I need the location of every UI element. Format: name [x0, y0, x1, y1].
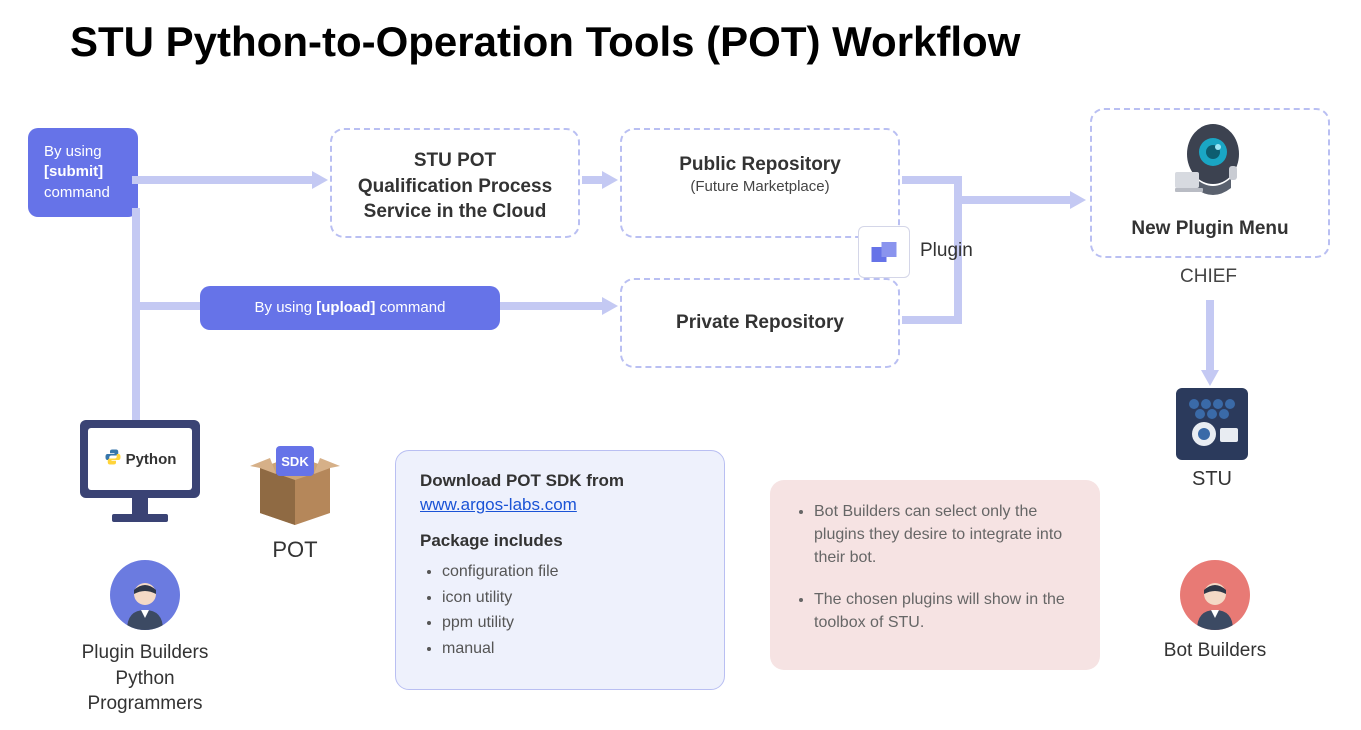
plugin-label: Plugin: [920, 240, 973, 262]
callout-submit-l3: command: [44, 184, 110, 201]
plugin-builder-l2: Python Programmers: [60, 666, 230, 717]
sdk-item: configuration file: [442, 559, 700, 585]
arrow-pub-right: [902, 176, 962, 184]
callout-submit-l1: By using: [44, 143, 102, 160]
arrow-trunk-vertical: [132, 208, 140, 420]
stu-label: STU: [1170, 468, 1254, 491]
panel-bot-info: Bot Builders can select only the plugins…: [770, 480, 1100, 670]
bot-builder-label: Bot Builders: [1160, 640, 1270, 662]
arrow-chief-down: [1206, 300, 1214, 372]
arrow-to-qual-head: [312, 171, 328, 189]
arrow-to-upload: [132, 302, 202, 310]
arrow-chief-down-head: [1201, 370, 1219, 386]
pubrepo-title: Public Repository: [622, 152, 898, 178]
python-logo-icon: [104, 448, 122, 470]
sdk-items: configuration file icon utility ppm util…: [420, 559, 700, 661]
plugin-builder-block: Plugin Builders Python Programmers: [60, 560, 230, 717]
chief-label: CHIEF: [1180, 266, 1237, 288]
arrow-to-plugmenu-head: [1070, 191, 1086, 209]
svg-text:SDK: SDK: [281, 454, 309, 469]
arrow-upload-to-priv-head: [602, 297, 618, 315]
panel-sdk-info: Download POT SDK from www.argos-labs.com…: [395, 450, 725, 690]
plugin-icon: [858, 226, 910, 278]
arrow-to-qual: [132, 176, 312, 184]
box-qualification: STU POT Qualification Process Service in…: [330, 128, 580, 238]
pot-label: POT: [240, 537, 350, 563]
plugmenu-title: New Plugin Menu: [1092, 216, 1328, 242]
qual-l1: STU POT: [332, 148, 578, 174]
box-public-repo: Public Repository (Future Marketplace): [620, 128, 900, 238]
callout-upload-text: By using [upload] command: [255, 299, 446, 316]
sdk-item: ppm utility: [442, 610, 700, 636]
page-title: STU Python-to-Operation Tools (POT) Work…: [70, 18, 1020, 66]
plugin-builder-l1: Plugin Builders: [60, 640, 230, 666]
stu-icon: [1176, 388, 1248, 460]
python-monitor: Python: [75, 420, 205, 522]
arrow-qual-to-pub: [582, 176, 602, 184]
python-label: Python: [126, 451, 177, 468]
callout-submit-l2: [submit]: [44, 163, 103, 180]
pot-sdk-box: SDK POT: [240, 428, 350, 563]
bot-item: The chosen plugins will show in the tool…: [814, 588, 1076, 634]
arrow-to-plugmenu: [962, 196, 1070, 204]
sdk-subhead: Package includes: [420, 531, 700, 551]
qual-l2: Qualification Process: [332, 174, 578, 200]
arrow-upload-to-priv: [500, 302, 602, 310]
sdk-lead: Download POT SDK from: [420, 471, 700, 491]
qual-l3: Service in the Cloud: [332, 199, 578, 225]
callout-upload: By using [upload] command: [200, 286, 500, 330]
arrow-priv-right: [902, 316, 962, 324]
callout-submit: By using [submit] command: [28, 128, 138, 217]
stu-block: STU: [1170, 388, 1254, 491]
bot-items: Bot Builders can select only the plugins…: [794, 500, 1076, 634]
bot-item: Bot Builders can select only the plugins…: [814, 500, 1076, 570]
webcam-icon: [1165, 116, 1255, 216]
sdk-item: manual: [442, 636, 700, 662]
pubrepo-sub: (Future Marketplace): [622, 178, 898, 195]
sdk-item: icon utility: [442, 585, 700, 611]
bot-builder-block: Bot Builders: [1160, 560, 1270, 662]
plugin-builder-avatar-icon: [110, 560, 180, 630]
arrow-qual-to-pub-head: [602, 171, 618, 189]
privrepo-title: Private Repository: [622, 310, 898, 336]
box-private-repo: Private Repository: [620, 278, 900, 368]
sdk-box-icon: SDK: [240, 428, 350, 528]
bot-builder-avatar-icon: [1180, 560, 1250, 630]
box-plugin-menu: New Plugin Menu: [1090, 108, 1330, 258]
sdk-link[interactable]: www.argos-labs.com: [420, 495, 577, 514]
